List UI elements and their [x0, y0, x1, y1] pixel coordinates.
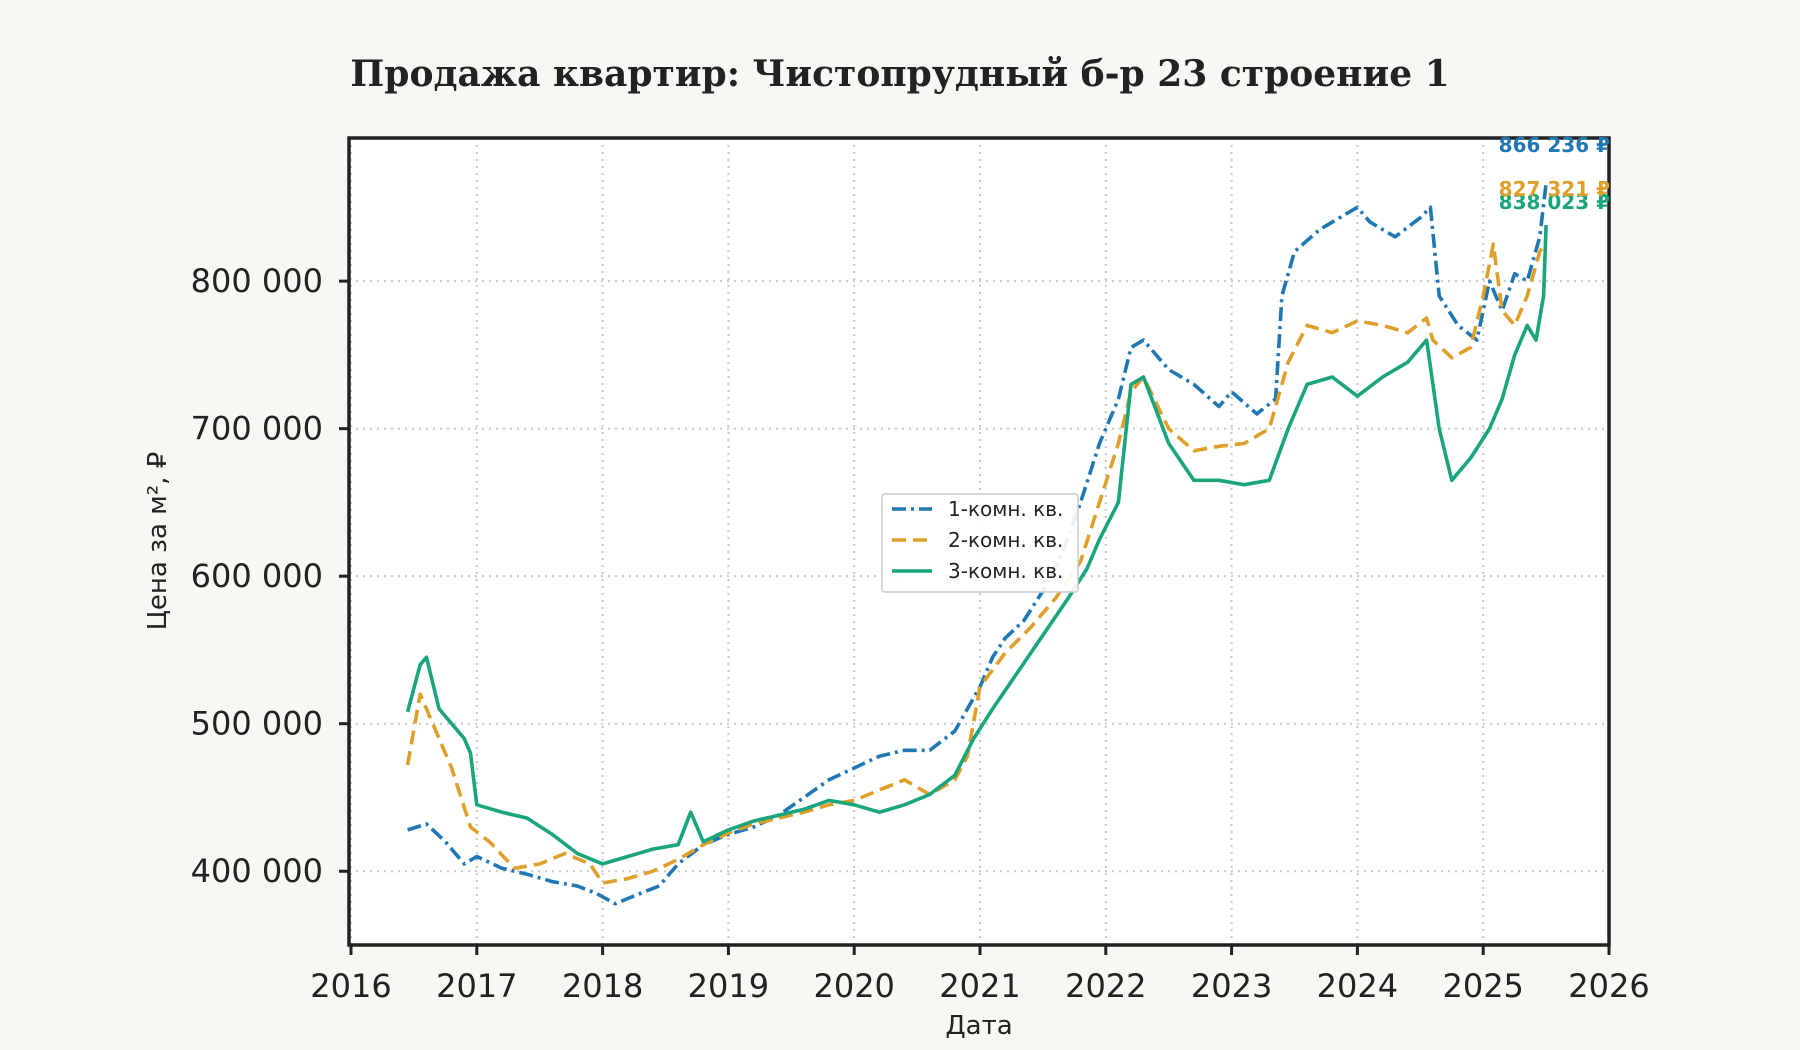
- y-axis-ticks: 400 000 500 000 600 000 700 000 800 000: [191, 262, 349, 890]
- x-tick-label: 2024: [1317, 967, 1398, 1005]
- end-value-label: 827 321 ₽: [1499, 177, 1610, 201]
- legend-entry: 3-комн. кв.: [948, 559, 1063, 583]
- y-tick-label: 600 000: [191, 557, 323, 595]
- end-value-label: 838 023 ₽: [1499, 190, 1610, 214]
- x-axis-ticks: 2016 2017 2018 2019 2020 2021 2022 2023 2024 2025…: [310, 945, 1650, 1005]
- x-tick-label: 2021: [939, 967, 1020, 1005]
- x-tick-label: 2019: [688, 967, 769, 1005]
- legend: 1-комн. кв. 2-комн. кв. 3-комн. кв.: [881, 493, 1079, 593]
- x-axis-label: Дата: [945, 1011, 1012, 1041]
- x-tick-label: 2023: [1191, 967, 1272, 1005]
- y-tick-label: 500 000: [191, 705, 323, 743]
- x-tick-label: 2022: [1065, 967, 1146, 1005]
- x-tick-label: 2026: [1568, 967, 1649, 1005]
- chart-title: Продажа квартир: Чистопрудный б-р 23 стр…: [350, 53, 1449, 95]
- x-tick-label: 2020: [813, 967, 894, 1005]
- y-axis-label: Цена за м², ₽: [143, 452, 173, 631]
- legend-entry: 1-комн. кв.: [948, 497, 1063, 521]
- series-line-3: [405, 224, 1548, 866]
- legend-entry: 2-комн. кв.: [948, 528, 1063, 552]
- end-labels: 866 236 ₽ 838 023 ₽827 321 ₽: [1499, 133, 1610, 214]
- x-tick-label: 2016: [310, 967, 391, 1005]
- series-line-2: [405, 239, 1548, 885]
- x-tick-label: 2025: [1442, 967, 1523, 1005]
- legend-box: [881, 493, 1079, 593]
- y-tick-label: 700 000: [191, 410, 323, 448]
- y-tick-label: 400 000: [191, 852, 323, 890]
- x-tick-label: 2017: [436, 967, 517, 1005]
- end-value-label: 866 236 ₽: [1499, 133, 1610, 157]
- y-tick-label: 800 000: [191, 262, 323, 300]
- x-tick-label: 2018: [562, 967, 643, 1005]
